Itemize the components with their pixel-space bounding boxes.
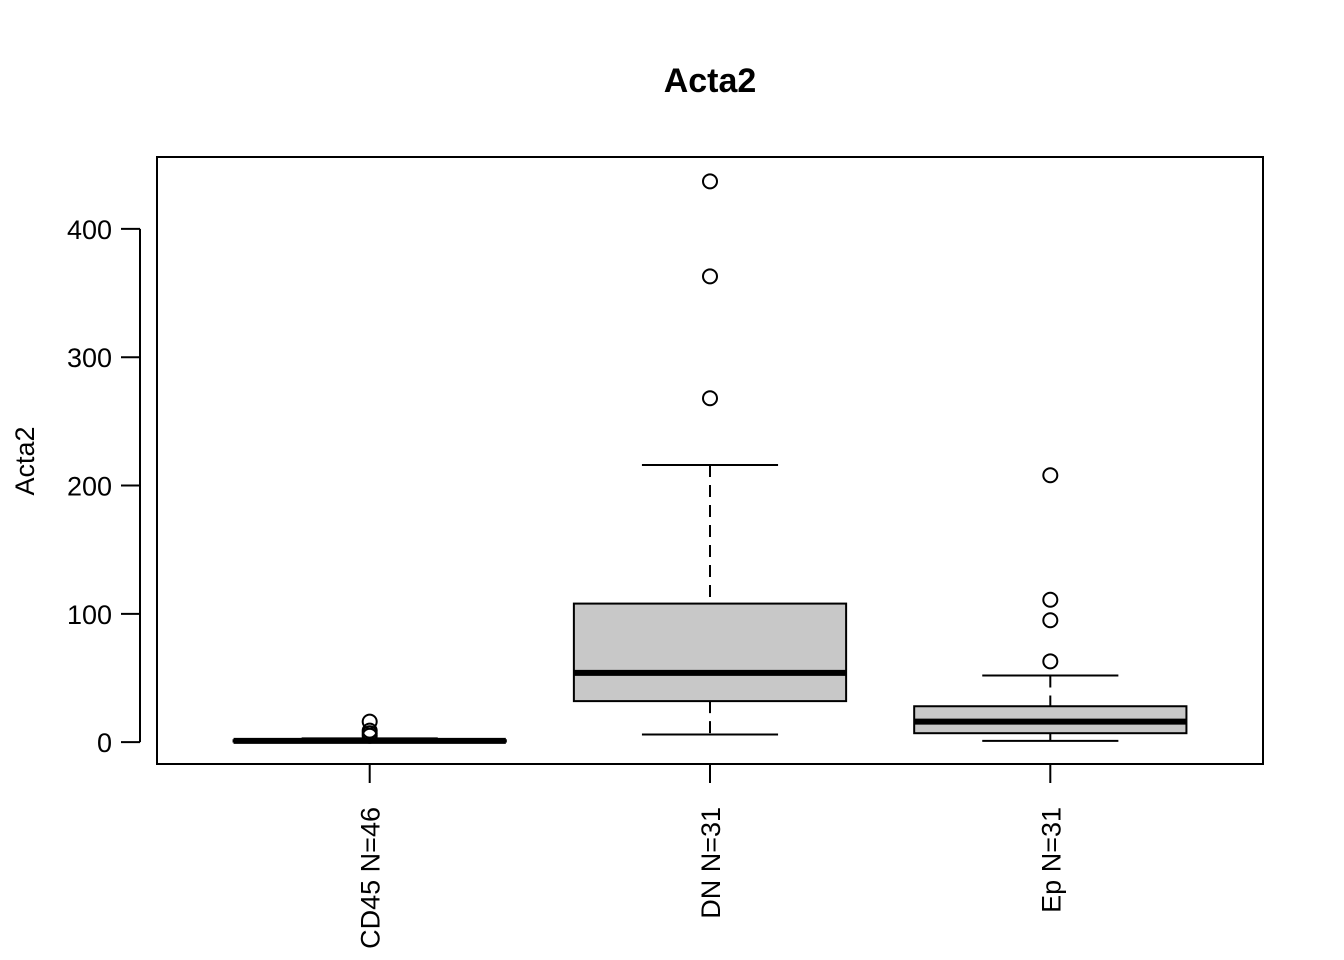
outlier-point bbox=[702, 390, 718, 407]
y-axis: 0 100 200 300 400 bbox=[67, 215, 141, 758]
y-tick-label: 100 bbox=[67, 600, 112, 630]
y-tick-label: 200 bbox=[67, 472, 112, 502]
y-tick-label: 0 bbox=[97, 728, 112, 758]
box-0 bbox=[232, 713, 507, 744]
box-1 bbox=[572, 173, 848, 736]
x-tick-label: DN N=31 bbox=[696, 807, 726, 919]
outlier-point bbox=[1042, 591, 1059, 608]
x-tick-label: CD45 N=46 bbox=[356, 807, 386, 949]
outlier-point bbox=[702, 268, 718, 285]
outlier-point bbox=[1042, 653, 1059, 670]
outlier-point bbox=[361, 722, 378, 739]
outlier-point bbox=[1042, 612, 1059, 629]
x-tick-label: Ep N=31 bbox=[1036, 807, 1066, 913]
y-tick-label: 300 bbox=[67, 343, 112, 373]
outlier-point bbox=[1042, 467, 1059, 484]
outlier-point bbox=[702, 173, 718, 190]
chart-title: Acta2 bbox=[664, 62, 757, 100]
y-axis-label: Acta2 bbox=[10, 426, 40, 495]
iqr-box bbox=[572, 602, 848, 703]
y-tick-label: 400 bbox=[67, 215, 112, 245]
outlier-point bbox=[361, 713, 378, 730]
boxes-group bbox=[232, 173, 1188, 744]
x-axis: CD45 N=46 DN N=31 Ep N=31 bbox=[356, 764, 1066, 949]
box-2 bbox=[913, 467, 1188, 742]
